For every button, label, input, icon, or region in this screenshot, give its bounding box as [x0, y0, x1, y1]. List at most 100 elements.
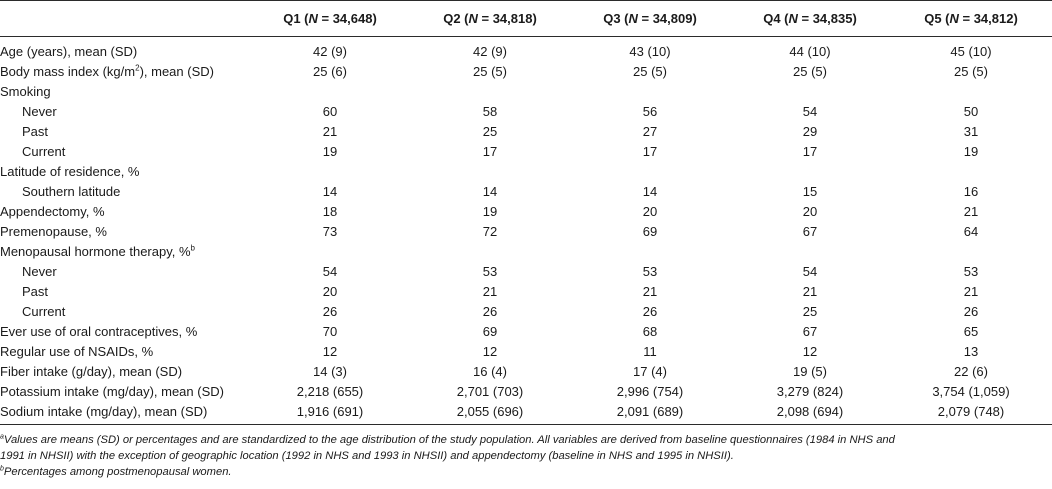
row-label: Ever use of oral contraceptives, % [0, 322, 250, 342]
column-header-variable [0, 0, 250, 37]
cell-q1: 12 [322, 344, 338, 359]
cell-q4: 15 [802, 184, 818, 199]
cell-q2: 26 [482, 304, 498, 319]
cell-q1: 60 [322, 104, 338, 119]
cell-q2: 12 [482, 344, 498, 359]
cell-q3: 2,996 (754) [616, 384, 684, 399]
row-label: Never [0, 102, 250, 122]
cell-q1: 42 (9) [313, 44, 347, 59]
cell-q2: 25 [482, 124, 498, 139]
cell-q4 [730, 162, 890, 182]
cell-q2: 17 [482, 144, 498, 159]
cell-q5: 16 [963, 184, 979, 199]
cell-q1: 19 [322, 144, 338, 159]
row-label-text: Smoking [0, 84, 51, 99]
cell-q4 [730, 82, 890, 102]
row-label: Smoking [0, 82, 250, 102]
cell-q4: 67 [802, 224, 818, 239]
row-label-text: Regular use of NSAIDs, % [0, 344, 154, 359]
cell-q2 [410, 82, 570, 102]
row-label: Sodium intake (mg/day), mean (SD) [0, 402, 250, 425]
column-header-label: Q1 ( [283, 11, 309, 26]
table-row: Latitude of residence, % [0, 162, 1052, 182]
cell-q2: 19 [482, 204, 498, 219]
row-label: Latitude of residence, % [0, 162, 250, 182]
column-header-label: Q3 ( [603, 11, 629, 26]
row-label: Past [0, 122, 250, 142]
cell-q2: 58 [482, 104, 498, 119]
table-row: Premenopause, % 73 72 69 67 64 [0, 222, 1052, 242]
cell-q3: 27 [642, 124, 658, 139]
cell-q1: 25 (6) [313, 64, 347, 79]
row-label-text: Body mass index (kg/m [0, 64, 136, 79]
cell-q3 [570, 162, 730, 182]
footnote-marker: b [0, 465, 4, 473]
cell-q4 [730, 242, 890, 262]
cell-q3: 14 [642, 184, 658, 199]
column-header-q3: Q3 (N = 34,809) [570, 0, 730, 37]
row-label-text: Premenopause, % [0, 224, 107, 239]
row-label: Never [0, 262, 250, 282]
column-header-n-symbol: N [788, 11, 798, 26]
cell-q3 [570, 82, 730, 102]
footnote-marker: a [0, 433, 4, 441]
cell-q1 [250, 242, 410, 262]
cell-q2: 53 [482, 264, 498, 279]
row-label: Southern latitude [0, 182, 250, 202]
column-header-label: Q4 ( [763, 11, 789, 26]
row-label-text: Never [22, 264, 57, 279]
column-header-n-symbol: N [468, 11, 478, 26]
cell-q5 [890, 82, 1052, 102]
cell-q3 [570, 242, 730, 262]
cell-q3: 68 [642, 324, 658, 339]
cell-q4: 54 [802, 104, 818, 119]
cell-q5 [890, 162, 1052, 182]
cell-q5: 45 (10) [950, 44, 992, 59]
column-header-label: Q2 ( [443, 11, 469, 26]
cell-q5: 53 [963, 264, 979, 279]
column-header-n-value: = 34,818) [477, 11, 537, 26]
cell-q4: 25 [802, 304, 818, 319]
table-row: Menopausal hormone therapy, %b [0, 242, 1052, 262]
row-label-text: Southern latitude [22, 184, 121, 199]
row-label: Past [0, 282, 250, 302]
table-row: Current 19 17 17 17 19 [0, 142, 1052, 162]
cell-q1: 1,916 (691) [250, 402, 410, 425]
row-label-text: Current [22, 304, 66, 319]
cell-q4: 20 [802, 204, 818, 219]
cell-q3: 17 (4) [633, 364, 667, 379]
row-label-text: Never [22, 104, 57, 119]
cell-q2: 2,701 (703) [456, 384, 524, 399]
cell-q4: 17 [802, 144, 818, 159]
row-label-text: Past [22, 124, 49, 139]
table-row: Ever use of oral contraceptives, % 70 69 68… [0, 322, 1052, 342]
row-label: Body mass index (kg/m2), mean (SD) [0, 62, 250, 82]
cell-q3: 25 (5) [633, 64, 667, 79]
row-label-text: Past [22, 284, 49, 299]
row-label-text: Ever use of oral contraceptives, % [0, 324, 198, 339]
column-header-n-value: = 34,809) [637, 11, 697, 26]
cell-q5: 2,079 (748) [890, 402, 1052, 425]
cell-q5: 31 [963, 124, 979, 139]
table-row: Past 21 25 27 29 31 [0, 122, 1052, 142]
table-row: Never 54 53 53 54 53 [0, 262, 1052, 282]
cell-q2: 21 [482, 284, 498, 299]
cell-q2: 2,055 (696) [410, 402, 570, 425]
row-label-superscript: b [190, 243, 195, 253]
row-label: Fiber intake (g/day), mean (SD) [0, 362, 250, 382]
cell-q2 [410, 162, 570, 182]
cell-q3: 2,091 (689) [570, 402, 730, 425]
table-row: Potassium intake (mg/day), mean (SD) 2,21… [0, 382, 1052, 402]
footnote-text: Percentages among postmenopausal women. [3, 466, 232, 478]
column-header-n-symbol: N [308, 11, 318, 26]
cell-q3: 20 [642, 204, 658, 219]
cell-q5: 21 [963, 204, 979, 219]
row-label: Premenopause, % [0, 222, 250, 242]
table-footnotes: aValues are means (SD) or percentages an… [0, 432, 1052, 480]
row-label: Menopausal hormone therapy, %b [0, 242, 250, 262]
table-row: Smoking [0, 82, 1052, 102]
cell-q5: 26 [963, 304, 979, 319]
cell-q5: 65 [963, 324, 979, 339]
row-label-text: Menopausal hormone therapy, % [0, 244, 191, 259]
cell-q2: 25 (5) [473, 64, 507, 79]
